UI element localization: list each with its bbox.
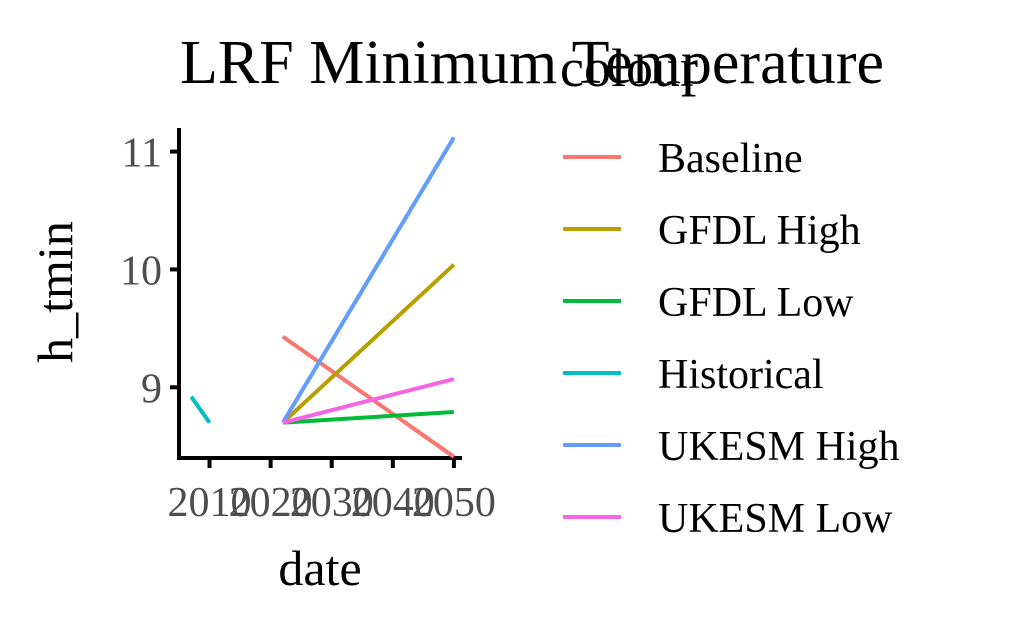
x-tick-label: 2040 bbox=[351, 480, 435, 526]
y-tick-label: 9 bbox=[141, 366, 162, 412]
x-tick-label: 2010 bbox=[168, 480, 252, 526]
series-line-baseline bbox=[281, 334, 456, 459]
series-line-ukesm-low bbox=[282, 377, 455, 425]
series-line-historical bbox=[189, 395, 212, 424]
legend: colour Baseline GFDL High GFDL Low Historic… bbox=[560, 38, 900, 542]
legend-label: Baseline bbox=[658, 136, 803, 182]
legend-label: UKESM Low bbox=[658, 496, 893, 542]
series-line-gfdl-low bbox=[282, 410, 455, 425]
y-tick-label: 10 bbox=[120, 248, 162, 294]
series-line-gfdl-high bbox=[281, 263, 456, 425]
legend-label: UKESM High bbox=[658, 424, 900, 470]
y-ticks: 9 10 11 bbox=[120, 131, 179, 412]
x-tick-label: 2050 bbox=[412, 480, 496, 526]
series-lines bbox=[189, 136, 456, 459]
y-tick-label: 11 bbox=[122, 131, 162, 177]
legend-label: GFDL Low bbox=[658, 280, 854, 326]
chart-title: LRF Minimum Temperature bbox=[180, 29, 884, 97]
series-line-ukesm-high bbox=[281, 136, 456, 424]
y-axis-label: h_tmin bbox=[27, 221, 83, 363]
x-tick-label: 2020 bbox=[229, 480, 313, 526]
legend-title: colour bbox=[560, 38, 698, 98]
x-axis-label: date bbox=[278, 540, 361, 596]
legend-label: Historical bbox=[658, 352, 824, 398]
legend-items: Baseline GFDL High GFDL Low Historical UKESM… bbox=[563, 136, 900, 542]
axes bbox=[177, 128, 462, 460]
legend-label: GFDL High bbox=[658, 208, 861, 254]
x-tick-label: 2030 bbox=[290, 480, 374, 526]
